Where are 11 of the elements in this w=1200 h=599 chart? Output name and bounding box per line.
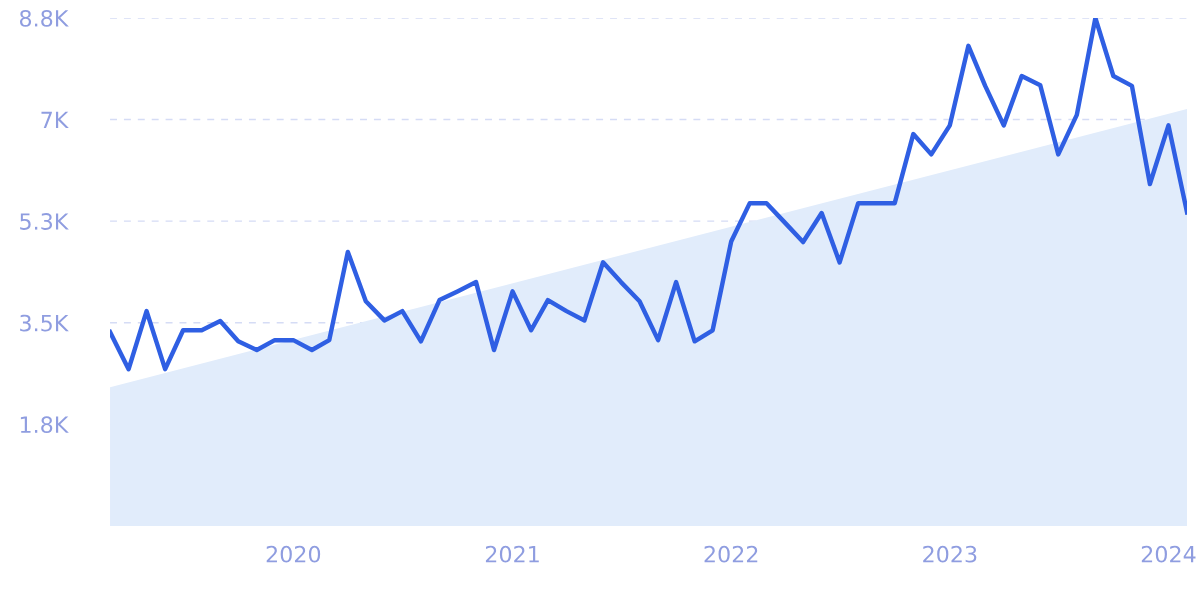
line-series: [110, 17, 1188, 372]
y-tick-label: 5.3K: [20, 213, 69, 230]
x-tick-label: 2022: [704, 545, 758, 563]
x-tick-label: 2021: [485, 545, 539, 563]
y-tick-label: 1.8K: [20, 416, 69, 434]
y-tick-label: 8.8K: [19, 9, 69, 27]
x-tick-label: 2023: [923, 545, 977, 563]
x-tick-label: 2024: [1141, 545, 1196, 563]
y-tick-label: 3.5K: [20, 314, 69, 332]
x-tick-label: 2020: [266, 545, 321, 563]
y-tick-label: 7K: [41, 111, 69, 128]
